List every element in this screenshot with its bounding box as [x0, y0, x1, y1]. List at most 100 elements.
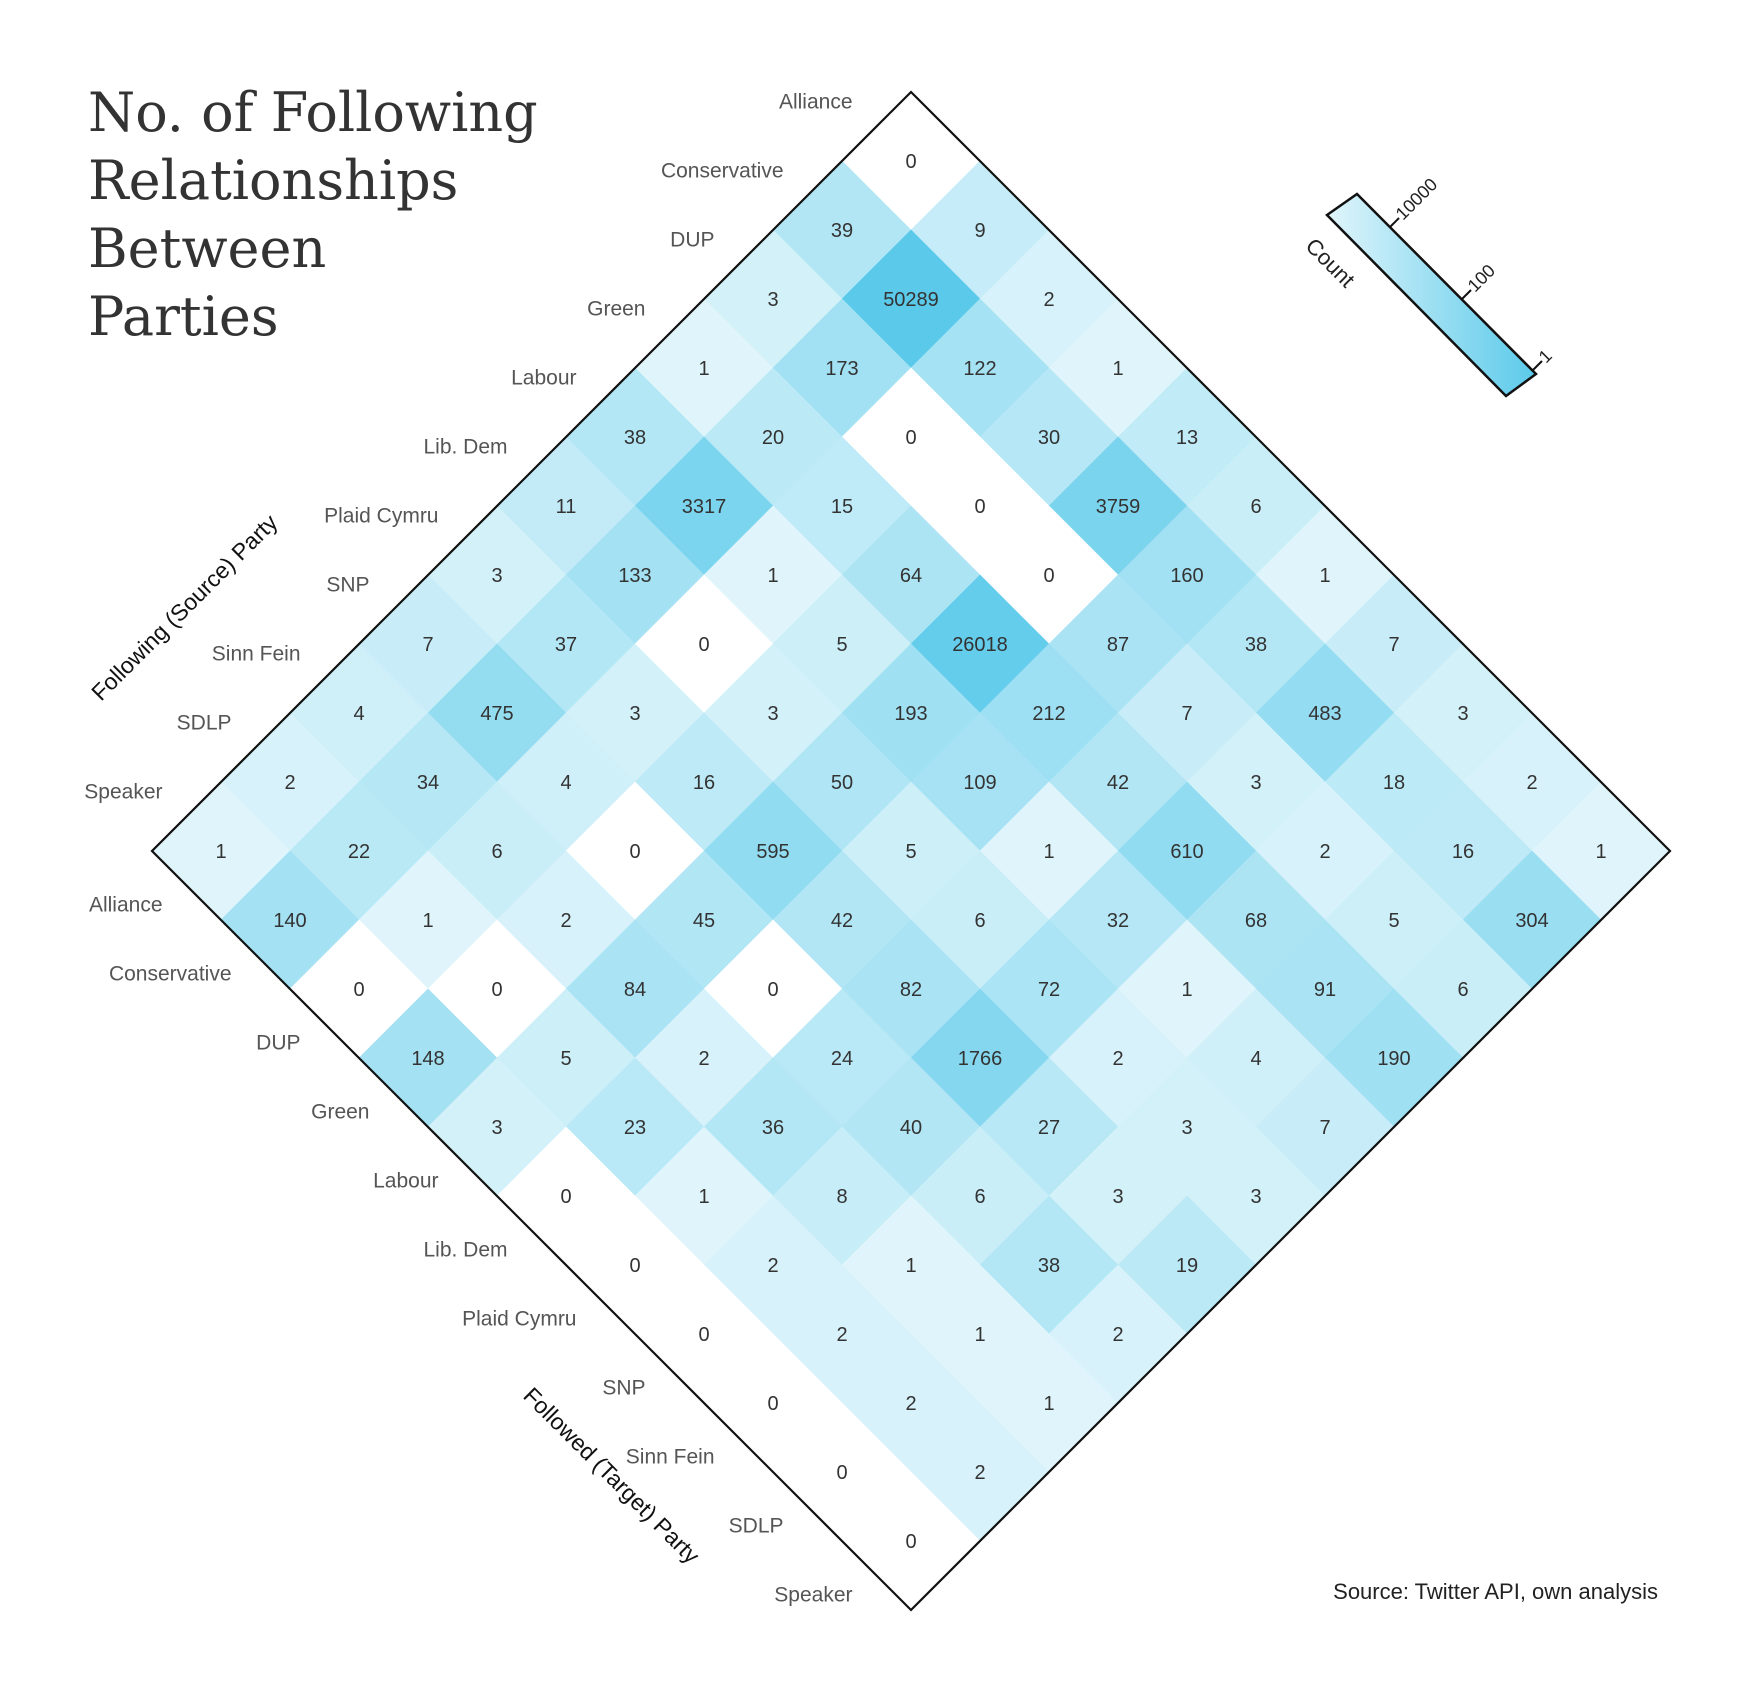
cell-value-label: 22	[348, 841, 370, 863]
cell-value-label: 2	[284, 772, 295, 794]
source-party-label: Sinn Fein	[212, 643, 301, 666]
cell-value-label: 1	[422, 910, 433, 932]
cell-value-label: 11	[556, 496, 577, 518]
cell-value-label: 20	[762, 427, 784, 449]
cell-value-label: 190	[1377, 1048, 1410, 1070]
cell-value-label: 0	[1043, 565, 1054, 587]
cell-value-label: 7	[1388, 634, 1399, 656]
target-party-label: Conservative	[109, 963, 232, 986]
cell-value-label: 13	[1176, 427, 1198, 449]
cell-value-label: 38	[624, 427, 646, 449]
cell-value-label: 2	[836, 1324, 847, 1346]
target-party-label: Plaid Cymru	[462, 1308, 576, 1331]
cell-value-label: 0	[974, 496, 985, 518]
cell-value-label: 24	[831, 1048, 853, 1070]
source-party-label: SNP	[326, 574, 369, 597]
cell-value-label: 0	[905, 427, 916, 449]
cell-value-label: 87	[1107, 634, 1129, 656]
cell-value-label: 173	[825, 358, 858, 380]
cell-value-label: 7	[1319, 1117, 1330, 1139]
cell-value-label: 16	[1452, 841, 1474, 863]
cell-value-label: 42	[831, 910, 853, 932]
cell-value-label: 5	[560, 1048, 571, 1070]
cell-value-label: 34	[417, 772, 439, 794]
cell-value-label: 38	[1245, 634, 1267, 656]
target-party-label: DUP	[256, 1032, 300, 1055]
cell-value-label: 1	[1043, 1393, 1054, 1415]
cell-value-label: 9	[974, 220, 985, 242]
legend-title: Count	[1301, 233, 1360, 292]
chart-title: No. of Following Relationships Between P…	[88, 81, 538, 348]
legend-tick-label-10000: 10000	[1392, 174, 1442, 224]
cell-value-label: 2	[1043, 289, 1054, 311]
target-party-label: Labour	[373, 1170, 438, 1193]
heatmap-outline	[150, 90, 1672, 1612]
cell-value-label: 6	[1250, 496, 1261, 518]
cell-value-label: 0	[698, 1324, 709, 1346]
cell-value-label: 0	[491, 979, 502, 1001]
source-party-labels: Alliance Conservative DUP Green Labour Lib. D…	[84, 91, 852, 804]
cell-value-label: 1	[974, 1324, 985, 1346]
cell-value-label: 2	[560, 910, 571, 932]
cell-value-label: 3	[767, 289, 778, 311]
target-party-label: Lib. Dem	[423, 1239, 507, 1262]
target-party-label: Alliance	[89, 894, 163, 917]
title-line-1: No. of Following	[88, 81, 538, 144]
cell-value-label: 19	[1176, 1255, 1198, 1277]
source-party-label: Speaker	[84, 781, 162, 804]
target-axis-title: Followed (Target) Party	[518, 1382, 705, 1569]
cell-value-label: 0	[698, 634, 709, 656]
cell-value-label: 37	[555, 634, 577, 656]
source-party-label: Plaid Cymru	[324, 505, 438, 528]
cell-value-label: 4	[353, 703, 364, 725]
diamond-border	[150, 90, 1672, 1612]
cell-value-label: 6	[491, 841, 502, 863]
cell-value-label: 148	[411, 1048, 444, 1070]
cell-value-label: 3	[767, 703, 778, 725]
color-legend: Count 1 100 10000	[1301, 174, 1556, 398]
cell-value-label: 16	[693, 772, 715, 794]
cell-value-label: 1	[1043, 841, 1054, 863]
title-line-3: Between	[88, 217, 326, 280]
cell-value-label: 45	[693, 910, 715, 932]
cell-value-label: 3317	[682, 496, 727, 518]
cell-value-label: 3	[1181, 1117, 1192, 1139]
cell-value-label: 109	[963, 772, 996, 794]
cell-value-label: 2	[1526, 772, 1537, 794]
cell-value-label: 0	[629, 841, 640, 863]
cell-value-label: 3	[629, 703, 640, 725]
cell-value-label: 50289	[883, 289, 939, 311]
source-party-label: Alliance	[779, 91, 853, 114]
cell-value-label: 27	[1038, 1117, 1060, 1139]
cell-value-label: 2	[1112, 1048, 1123, 1070]
cell-value-label: 122	[963, 358, 996, 380]
cell-value-label: 7	[1181, 703, 1192, 725]
cell-value-label: 5	[836, 634, 847, 656]
cell-value-label: 82	[900, 979, 922, 1001]
cell-value-label: 0	[905, 1531, 916, 1553]
legend-tick-label-100: 100	[1464, 260, 1499, 295]
source-party-label: SDLP	[177, 712, 232, 735]
cell-value-label: 595	[756, 841, 789, 863]
cell-value-label: 1	[1181, 979, 1192, 1001]
cell-value-label: 140	[273, 910, 306, 932]
cell-value-label: 475	[480, 703, 513, 725]
cell-value-label: 2	[1112, 1324, 1123, 1346]
cell-value-label: 1	[767, 565, 778, 587]
title-line-4: Parties	[88, 285, 279, 348]
cell-value-label: 2	[698, 1048, 709, 1070]
cell-value-label: 8	[836, 1186, 847, 1208]
cell-value-label: 3759	[1096, 496, 1141, 518]
cell-value-label: 2	[1319, 841, 1330, 863]
cell-value-label: 1	[1595, 841, 1606, 863]
target-party-label: Sinn Fein	[626, 1446, 715, 1469]
target-party-label: Green	[311, 1101, 369, 1124]
cell-value-label: 2	[974, 1462, 985, 1484]
cell-value-label: 3	[491, 565, 502, 587]
cell-value-label: 0	[767, 979, 778, 1001]
cell-value-label: 5	[905, 841, 916, 863]
heatmap-cells	[151, 91, 1671, 1611]
cell-value-label: 1	[215, 841, 226, 863]
cell-value-label: 3	[491, 1117, 502, 1139]
